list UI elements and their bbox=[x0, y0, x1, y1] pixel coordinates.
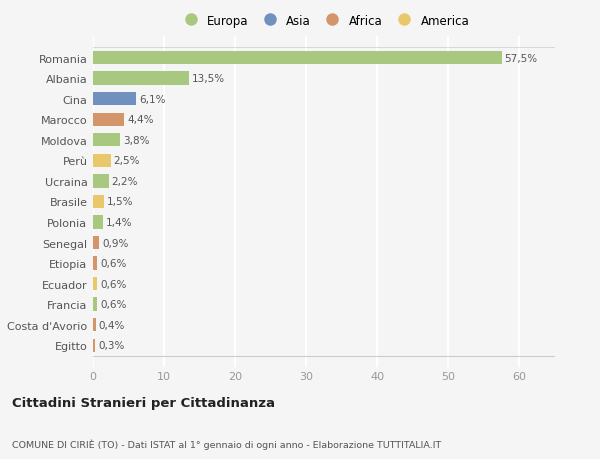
Text: 6,1%: 6,1% bbox=[139, 95, 166, 104]
Bar bbox=[93, 216, 103, 229]
Bar bbox=[93, 298, 97, 311]
Text: 0,4%: 0,4% bbox=[98, 320, 125, 330]
Legend: Europa, Asia, Africa, America: Europa, Asia, Africa, America bbox=[179, 15, 469, 28]
Text: 57,5%: 57,5% bbox=[505, 53, 538, 63]
Text: 4,4%: 4,4% bbox=[127, 115, 154, 125]
Bar bbox=[93, 277, 97, 291]
Text: 2,2%: 2,2% bbox=[112, 176, 138, 186]
Bar bbox=[93, 195, 104, 209]
Bar bbox=[93, 52, 502, 65]
Text: 13,5%: 13,5% bbox=[192, 74, 225, 84]
Text: 2,5%: 2,5% bbox=[113, 156, 140, 166]
Text: 0,6%: 0,6% bbox=[100, 279, 127, 289]
Text: 0,3%: 0,3% bbox=[98, 341, 124, 351]
Bar bbox=[93, 236, 100, 250]
Bar bbox=[93, 154, 111, 168]
Bar bbox=[93, 257, 97, 270]
Bar bbox=[93, 93, 136, 106]
Text: 0,6%: 0,6% bbox=[100, 258, 127, 269]
Text: 0,6%: 0,6% bbox=[100, 300, 127, 309]
Text: 3,8%: 3,8% bbox=[123, 135, 149, 146]
Text: 1,4%: 1,4% bbox=[106, 218, 132, 228]
Bar bbox=[93, 134, 120, 147]
Bar bbox=[93, 72, 189, 85]
Text: 1,5%: 1,5% bbox=[107, 197, 133, 207]
Text: 0,9%: 0,9% bbox=[102, 238, 128, 248]
Text: Cittadini Stranieri per Cittadinanza: Cittadini Stranieri per Cittadinanza bbox=[12, 396, 275, 409]
Text: COMUNE DI CIRIÈ (TO) - Dati ISTAT al 1° gennaio di ogni anno - Elaborazione TUTT: COMUNE DI CIRIÈ (TO) - Dati ISTAT al 1° … bbox=[12, 439, 441, 449]
Bar bbox=[93, 175, 109, 188]
Bar bbox=[93, 339, 95, 352]
Bar bbox=[93, 113, 124, 127]
Bar bbox=[93, 319, 96, 332]
